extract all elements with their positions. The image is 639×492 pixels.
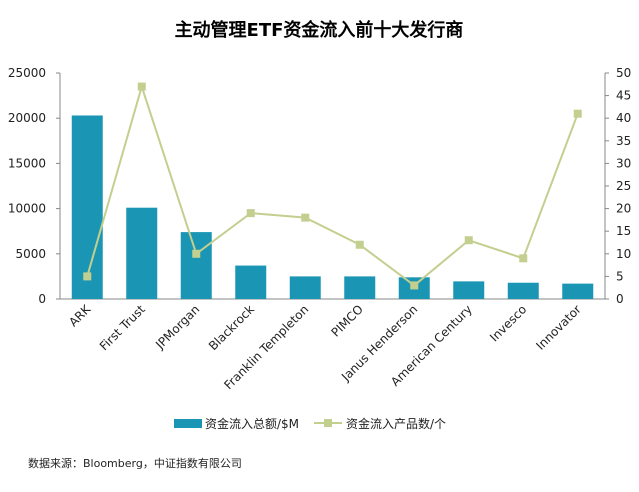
bar: [180, 232, 212, 299]
chart-title: 主动管理ETF资金流入前十大发行商: [175, 19, 464, 41]
category-label: JPMorgan: [152, 302, 202, 352]
right-tick-label: 40: [616, 111, 631, 125]
line-path: [86, 83, 579, 287]
bar: [126, 207, 158, 299]
bar: [289, 276, 321, 299]
line-point: [301, 213, 310, 222]
right-tick-label: 15: [616, 224, 631, 238]
line-point: [192, 249, 201, 258]
legend-line-marker: [324, 419, 332, 427]
line-series: [83, 82, 582, 290]
line-point: [137, 82, 146, 91]
category-labels: ARK First Trust JPMorgan BlackrockFranklin …: [66, 301, 584, 392]
left-tick-label: 15000: [8, 156, 46, 170]
right-tick-label: 25: [616, 179, 631, 193]
left-tick-label: 20000: [8, 111, 46, 125]
category-label: Invesco: [487, 302, 529, 344]
right-tick-label: 0: [616, 292, 624, 306]
left-tick-labels: 0 5000 10000 15000 20000 25000: [8, 66, 60, 306]
bar-series: [71, 115, 594, 299]
legend-line-label: 资金流入产品数/个: [346, 416, 446, 431]
bar: [344, 276, 376, 299]
category-label: First Trust: [97, 302, 148, 353]
left-tick-label: 0: [38, 292, 46, 306]
right-tick-label: 5: [616, 269, 624, 283]
right-tick-label: 45: [616, 89, 631, 103]
category-label: Innovator: [533, 302, 584, 353]
bar: [235, 265, 267, 299]
legend: 资金流入总额/$M 资金流入产品数/个: [174, 416, 446, 431]
right-tick-label: 20: [616, 202, 631, 216]
left-tick-label: 25000: [8, 66, 46, 80]
left-tick-label: 10000: [8, 202, 46, 216]
line-point: [519, 254, 528, 263]
right-tick-label: 10: [616, 247, 631, 261]
category-label: ARK: [66, 301, 94, 329]
line-point: [355, 240, 364, 249]
right-tick-label: 30: [616, 156, 631, 170]
bar: [453, 281, 485, 299]
line-point: [464, 236, 473, 245]
right-tick-labels: 0 5 10 15 20 25 30 35 40 45 50: [605, 66, 631, 306]
legend-bar-swatch: [174, 419, 202, 428]
left-tick-label: 5000: [15, 247, 46, 261]
bar: [71, 115, 103, 299]
legend-bar-label: 资金流入总额/$M: [205, 416, 299, 431]
source-note: 数据来源：Bloomberg，中证指数有限公司: [28, 456, 242, 470]
bar: [562, 283, 594, 299]
bar: [507, 282, 539, 299]
category-label: PIMCO: [328, 302, 365, 339]
line-point: [83, 272, 92, 281]
right-tick-label: 50: [616, 66, 631, 80]
category-label: Blackrock: [206, 302, 257, 353]
line-point: [573, 109, 582, 118]
line-point: [410, 281, 419, 290]
line-point: [246, 209, 255, 218]
right-tick-label: 35: [616, 134, 631, 148]
